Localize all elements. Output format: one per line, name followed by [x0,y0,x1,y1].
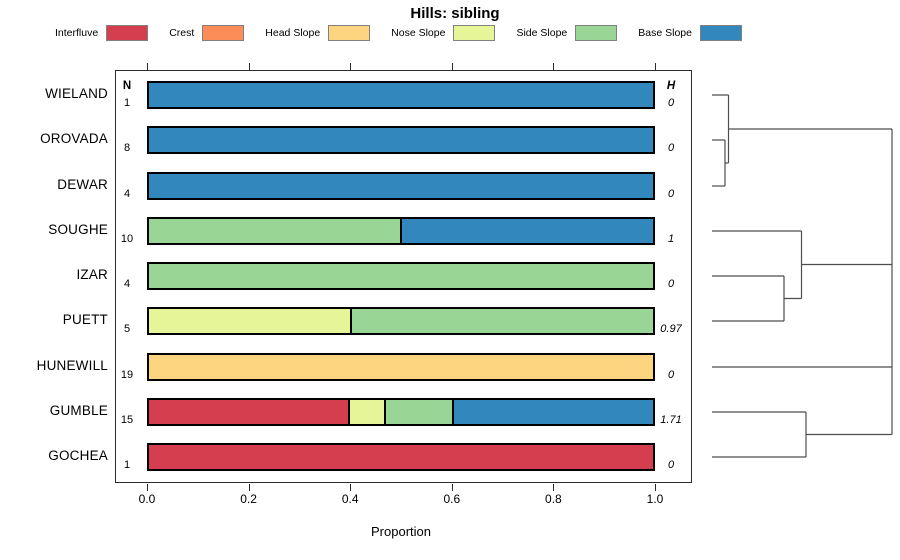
legend-swatch [453,25,496,41]
bar-segment-side-slope [349,309,653,333]
n-value: 19 [120,369,134,381]
x-axis-tick [451,63,453,70]
legend-label: Crest [169,27,195,39]
n-value: 15 [120,414,134,426]
bar-segment-side-slope [149,219,400,243]
x-axis-tick [147,484,148,491]
x-tick-label: 0.6 [443,492,461,506]
h-value: 0 [667,188,675,200]
legend-swatch [328,25,371,41]
legend-item-interfluve: Interfluve [55,25,149,41]
stacked-bar-puett [147,307,655,335]
x-axis-tick [655,63,656,70]
row-label-gumble: GUMBLE [49,403,108,418]
n-column-header: N [122,80,132,92]
x-tick-label: 0.0 [138,492,156,506]
stacked-bar-gumble [147,398,655,426]
x-axis-tick [248,484,250,491]
legend-item-base-slope: Base Slope [638,25,742,41]
x-axis-tick [248,63,250,70]
row-label-gochea: GOCHEA [48,448,108,463]
stacked-bar-hunewill [147,353,655,381]
x-axis-tick [553,484,555,491]
stacked-bar-soughe [147,217,655,245]
x-axis-title: Proportion [371,524,431,539]
row-label-soughe: SOUGHE [48,222,108,237]
row-label-dewar: DEWAR [57,177,108,192]
stacked-bar-gochea [147,443,655,471]
n-value: 1 [123,459,131,471]
bar-segment-interfluve [149,400,349,424]
legend-swatch [106,25,149,41]
n-value: 5 [123,323,131,335]
row-label-orovada: OROVADA [40,131,108,146]
x-axis-tick [350,63,352,70]
x-axis-tick [655,484,656,491]
n-value: 10 [120,233,134,245]
n-value: 1 [123,97,131,109]
stacked-bar-orovada [147,126,655,154]
bar-segment-base-slope [149,128,653,152]
row-label-hunewill: HUNEWILL [36,358,108,373]
h-value: 1.71 [660,414,682,426]
legend-swatch [575,25,618,41]
n-value: 4 [123,188,131,200]
legend-label: Side Slope [516,27,568,39]
bar-segment-side-slope [383,400,452,424]
n-value: 4 [123,278,131,290]
h-value: 0 [667,459,675,471]
legend-item-side-slope: Side Slope [516,25,618,41]
h-value: 0 [667,369,675,381]
legend-swatch [699,25,742,41]
bar-segment-interfluve [149,445,653,469]
h-value: 1 [667,233,675,245]
n-value: 8 [123,142,131,154]
legend: Interfluve Crest Head Slope Nose Slope Side … [55,25,742,41]
x-tick-label: 1.0 [646,492,664,506]
bar-segment-base-slope [149,83,653,107]
x-axis-tick [350,484,352,491]
dendrogram [712,94,893,458]
legend-item-head-slope: Head Slope [265,25,371,41]
x-tick-label: 0.8 [545,492,562,506]
legend-item-nose-slope: Nose Slope [391,25,496,41]
bar-segment-base-slope [451,400,653,424]
h-value: 0 [667,97,675,109]
bar-segment-nose-slope [149,309,350,333]
bar-segment-base-slope [149,174,653,198]
legend-swatch [202,25,245,41]
row-label-puett: PUETT [62,312,108,327]
x-axis-tick [147,63,148,70]
h-value: 0.97 [660,323,682,335]
bar-segment-side-slope [149,264,653,288]
chart-title: Hills: sibling [410,5,500,22]
legend-label: Interfluve [55,27,99,39]
h-value: 0 [667,278,675,290]
bar-segment-head-slope [149,355,653,379]
bar-segment-base-slope [400,219,653,243]
h-column-header: H [666,80,676,92]
bar-segment-nose-slope [348,400,384,424]
legend-label: Head Slope [265,27,321,39]
stacked-bar-wieland [147,81,655,109]
h-value: 0 [667,142,675,154]
x-tick-label: 0.2 [240,492,257,506]
stacked-bar-dewar [147,172,655,200]
legend-label: Base Slope [638,27,692,39]
x-tick-label: 0.4 [341,492,359,506]
row-label-izar: IZAR [76,267,108,282]
stacked-bar-izar [147,262,655,290]
x-axis-tick [553,63,555,70]
legend-item-crest: Crest [169,25,245,41]
legend-label: Nose Slope [391,27,446,39]
row-label-wieland: WIELAND [45,86,108,101]
x-axis-tick [451,484,453,491]
